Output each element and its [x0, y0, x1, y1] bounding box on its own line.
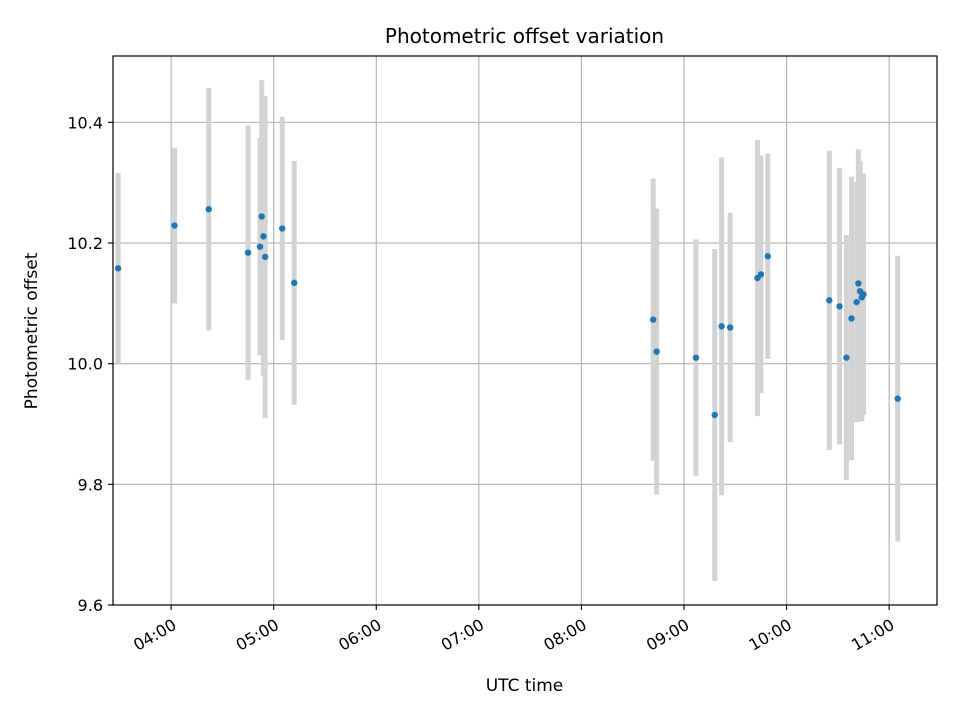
data-point [836, 303, 843, 310]
x-axis-title: UTC time [486, 676, 564, 696]
y-tick-label: 10.4 [67, 113, 103, 132]
data-point [757, 271, 765, 278]
data-point [114, 265, 122, 272]
data-point [843, 354, 850, 361]
data-point [860, 291, 867, 298]
chart-title: Photometric offset variation [385, 24, 664, 48]
data-point [650, 316, 657, 323]
data-point [279, 225, 286, 232]
y-tick-label: 9.6 [78, 596, 103, 615]
point-layer [114, 206, 901, 419]
data-point [256, 243, 264, 250]
data-point [894, 395, 901, 402]
data-point [261, 253, 269, 261]
data-point [718, 323, 725, 330]
data-point [244, 249, 252, 256]
data-point [855, 280, 862, 287]
data-point [171, 222, 178, 229]
data-point [764, 253, 771, 260]
data-point [853, 298, 860, 306]
data-point [692, 354, 700, 361]
data-point [653, 348, 660, 355]
y-tick-label: 10.0 [67, 355, 103, 374]
data-point [258, 213, 265, 220]
y-tick-label: 10.2 [67, 234, 103, 253]
y-tick-label: 9.8 [78, 475, 103, 494]
data-point [711, 411, 718, 419]
data-point [848, 315, 855, 322]
y-axis-title: Photometric offset [22, 252, 42, 409]
data-point [291, 279, 298, 287]
data-point [260, 233, 267, 240]
data-point [826, 297, 833, 304]
data-point [726, 324, 734, 331]
data-point [205, 206, 212, 213]
plot-frame [112, 55, 938, 606]
